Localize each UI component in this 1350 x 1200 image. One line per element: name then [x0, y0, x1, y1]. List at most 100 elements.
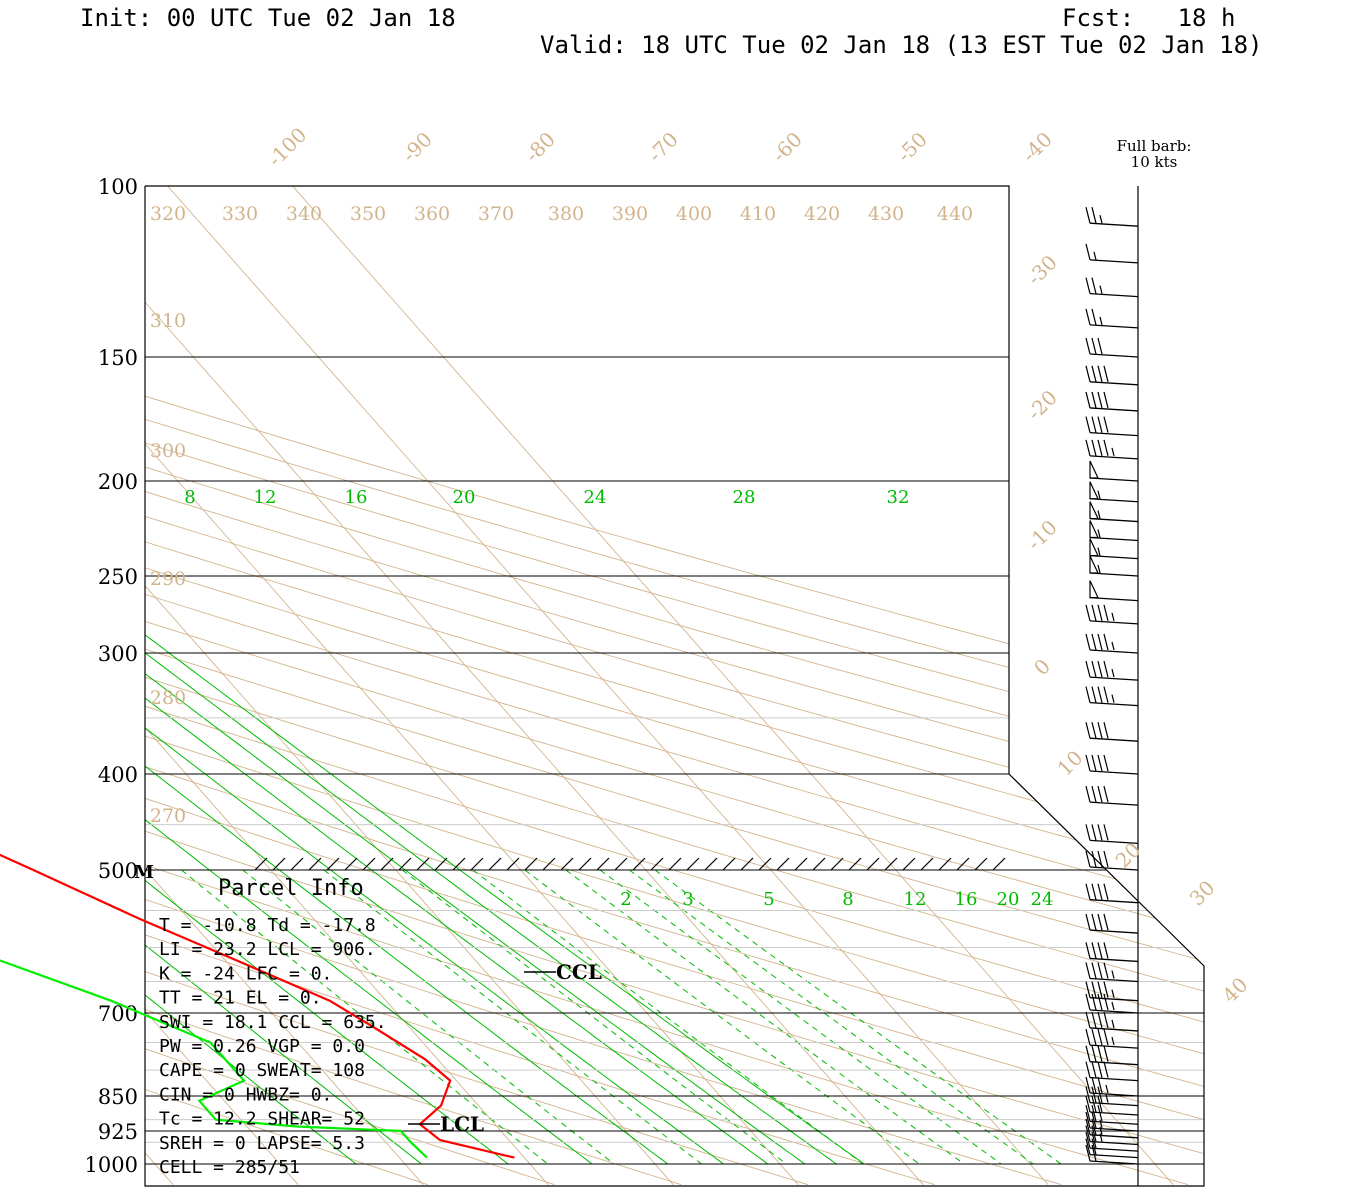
sounding-profiles [0, 853, 515, 1159]
hatch-mark [398, 857, 412, 871]
wind-barb [1085, 1105, 1139, 1125]
dry-adiabat [145, 774, 1204, 1186]
wind-barb [1085, 1125, 1139, 1146]
parcel-info-row: SWI = 18.1 CCL = 635. [159, 1012, 387, 1033]
dry-adiabat [145, 774, 935, 1186]
wind-barb [1085, 824, 1139, 845]
hatch-mark [938, 857, 952, 871]
hatch-mark [776, 857, 790, 871]
isotherm-line [145, 774, 174, 1185]
mixing-ratio-label: 16 [955, 889, 978, 910]
hatch-mark [596, 857, 610, 871]
theta-label: 360 [414, 203, 450, 225]
ccl-marker: CCL [524, 960, 602, 984]
isotherm-label: 10 [1053, 746, 1088, 781]
temperature-profile [0, 853, 515, 1159]
parcel-info-panel: Parcel Info T = -10.8 Td = -17.8 LI = 23.… [159, 876, 387, 1178]
pressure-label: 250 [98, 565, 138, 589]
dry-adiabat [145, 774, 1204, 1186]
parcel-info-row: SREH = 0 LAPSE= 5.3 [159, 1133, 365, 1154]
wind-barb [1085, 243, 1139, 264]
theta-label: 320 [150, 203, 186, 225]
hatch-mark [434, 857, 448, 871]
wind-barb [1085, 942, 1139, 963]
wind-barb [1085, 686, 1139, 707]
wind-barb [1089, 501, 1139, 523]
pressure-label: 850 [98, 1085, 138, 1109]
wind-barb [1085, 365, 1139, 386]
wind-barb [1085, 722, 1139, 742]
barb-legend-line2: 10 kts [1131, 153, 1178, 171]
wind-barb [1085, 604, 1139, 625]
wind-barb [1089, 460, 1139, 482]
marker-500: M [134, 862, 154, 883]
isotherm-label: -90 [397, 127, 437, 167]
dry-adiabat [145, 774, 1204, 1186]
parcel-info-row: K = -24 LFC = 0. [159, 963, 332, 984]
mixing-ratio-label: 28 [733, 487, 756, 508]
parcel-info-row: TT = 21 EL = 0. [159, 988, 322, 1009]
theta-label: 290 [150, 568, 186, 590]
theta-label: 330 [222, 203, 258, 225]
wind-barb [1085, 207, 1139, 227]
dry-adiabat [145, 774, 809, 1186]
wind-barb [1085, 1144, 1139, 1165]
isotherm-label: -60 [767, 127, 807, 167]
hatch-mark [542, 857, 556, 871]
hatch-mark [884, 857, 898, 871]
dry-adiabat [0, 142, 935, 1185]
isotherm-label: -20 [1022, 385, 1062, 425]
isotherm-line [253, 774, 1174, 1185]
wind-barb [1089, 538, 1139, 560]
dry-adiabat [145, 774, 1204, 1186]
wind-barb [1085, 416, 1139, 437]
hatch-mark [290, 857, 304, 871]
theta-label: 420 [804, 203, 840, 225]
pressure-label: 150 [98, 346, 138, 370]
mixing-ratio-label: 24 [584, 487, 607, 508]
theta-label: 340 [286, 203, 322, 225]
isotherm-line [0, 142, 48, 1185]
dry-adiabat [145, 774, 1204, 1186]
wind-barb [1085, 439, 1139, 460]
wind-barb [1085, 277, 1139, 298]
isotherm-label: -100 [263, 123, 312, 172]
pressure-label: 700 [98, 1002, 138, 1026]
parcel-info-row: T = -10.8 Td = -17.8 [159, 915, 376, 936]
mixing-ratio-label: 3 [682, 889, 693, 910]
wind-barb [1085, 962, 1139, 983]
isotherm-label: -10 [1022, 515, 1062, 555]
dry-adiabat [145, 774, 1189, 1186]
mixing-ratio-label: 16 [345, 487, 368, 508]
saturation-mixing-line [181, 869, 549, 1165]
wind-barb [1085, 913, 1139, 934]
hatch-mark [650, 857, 664, 871]
isotherm-line [166, 186, 687, 774]
wind-barb [1085, 981, 1139, 1002]
theta-label: 350 [350, 203, 386, 225]
theta-label: 390 [612, 203, 648, 225]
barb-legend-line1: Full barb: [1117, 137, 1192, 155]
isotherm-label: -50 [892, 127, 932, 167]
hatch-mark [812, 857, 826, 871]
pressure-label: 1000 [85, 1153, 138, 1177]
mixing-ratio-label: 2 [620, 889, 631, 910]
hatch-mark [488, 857, 502, 871]
pressure-label: 400 [98, 763, 138, 787]
wind-barb [1085, 883, 1139, 904]
hatch-mark [362, 857, 376, 871]
hatch-mark [632, 857, 646, 871]
theta-label: 300 [150, 440, 186, 462]
parcel-info-row: LI = 23.2 LCL = 906. [159, 939, 376, 960]
theta-label: 270 [150, 805, 186, 827]
isotherm-line [291, 186, 812, 774]
hatch-mark [686, 857, 700, 871]
dry-adiabat [145, 774, 1062, 1186]
pressure-label: 200 [98, 470, 138, 494]
wind-barb [1085, 1095, 1139, 1116]
hatch-mark [866, 857, 880, 871]
hatch-mark [974, 857, 988, 871]
isotherm-line [0, 142, 48, 1185]
hatch-mark [308, 857, 322, 871]
pressure-label: 500 [98, 859, 138, 883]
